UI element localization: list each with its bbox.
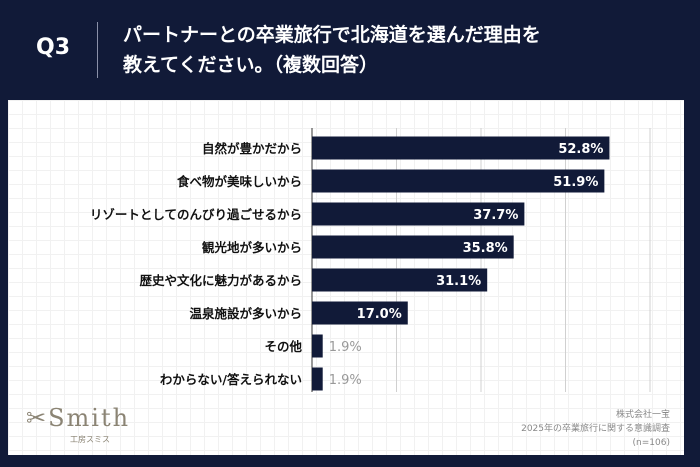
logo-text: Smith	[48, 404, 131, 432]
bar	[312, 301, 408, 325]
category-label: わからない/答えられない	[160, 372, 302, 387]
category-label: リゾートとしてのんびり過ごせるから	[90, 207, 302, 222]
category-label: 歴史や文化に魅力があるから	[139, 273, 302, 288]
data-label: 52.8%	[558, 142, 603, 157]
smith-logo: ✂Smith 工房スミス	[26, 404, 130, 446]
category-label: 自然が豊かだから	[202, 141, 302, 156]
logo-subtext: 工房スミス	[70, 435, 110, 444]
data-label: 1.9%	[329, 373, 362, 388]
category-label: 食べ物が美味しいから	[176, 174, 302, 189]
bar	[312, 268, 488, 292]
bar	[312, 169, 605, 193]
data-label: 31.1%	[436, 274, 481, 289]
sample-size: (n=106)	[632, 438, 670, 448]
bar	[312, 334, 323, 358]
data-label: 37.7%	[473, 208, 518, 223]
question-number: Q3	[36, 35, 71, 60]
bar	[312, 235, 514, 259]
chart-title: パートナーとの卒業旅行で北海道を選んだ理由を 教えてください。（複数回答）	[123, 20, 683, 80]
company: 株式会社一宝	[615, 410, 670, 420]
data-label: 17.0%	[357, 307, 402, 322]
data-label: 35.8%	[463, 241, 508, 256]
bar	[312, 136, 610, 160]
category-label: その他	[264, 339, 302, 354]
category-label: 観光地が多いから	[202, 240, 302, 255]
title-line-1: パートナーとの卒業旅行で北海道を選んだ理由を	[123, 24, 541, 46]
data-label: 1.9%	[329, 340, 362, 355]
data-label: 51.9%	[553, 175, 598, 190]
bar	[312, 367, 323, 391]
source-note: 株式会社一宝 2025年の卒業旅行に関する意識調査 (n=106)	[521, 408, 670, 450]
title-line-2: 教えてください。（複数回答）	[123, 54, 378, 76]
category-label: 温泉施設が多いから	[189, 306, 302, 321]
survey-name: 2025年の卒業旅行に関する意識調査	[521, 424, 670, 434]
scissors-icon: ✂	[26, 404, 49, 432]
bar	[312, 202, 525, 226]
divider	[97, 22, 98, 78]
